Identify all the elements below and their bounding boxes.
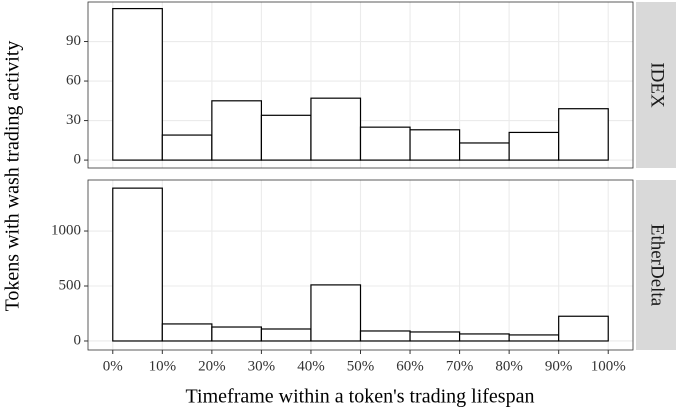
y-tick-label: 500: [59, 277, 82, 293]
bar: [458, 333, 510, 342]
facet-strip: [636, 180, 676, 350]
x-tick-label: 50%: [347, 358, 375, 374]
x-tick-label: 90%: [545, 358, 573, 374]
facet-strip: [636, 2, 676, 168]
bar: [260, 328, 312, 342]
x-tick-label: 30%: [248, 358, 276, 374]
x-tick-label: 70%: [446, 358, 474, 374]
bar: [260, 114, 312, 161]
y-axis-label: Tokens with wash trading activity: [2, 41, 24, 312]
x-tick-label: 60%: [396, 358, 424, 374]
x-tick-label: 40%: [297, 358, 325, 374]
bar: [211, 100, 263, 161]
x-tick-label: 0%: [103, 358, 123, 374]
bar: [409, 331, 461, 342]
y-tick-label: 60: [66, 72, 81, 88]
y-tick-label: 90: [66, 33, 81, 49]
bar: [112, 187, 163, 342]
bar: [508, 131, 560, 161]
x-tick-label: 10%: [149, 358, 177, 374]
bar: [310, 284, 362, 342]
bar: [508, 334, 560, 342]
y-tick-label: 30: [66, 112, 81, 128]
bar: [112, 7, 163, 161]
bar: [458, 142, 510, 161]
bar: [558, 315, 609, 342]
x-tick-label: 100%: [591, 358, 626, 374]
bar: [161, 323, 213, 342]
facet-label: IDEX: [647, 62, 668, 108]
y-tick-label: 0: [74, 152, 82, 168]
x-axis-label: Timeframe within a token's trading lifes…: [186, 386, 535, 408]
x-tick-label: 20%: [198, 358, 226, 374]
bar: [161, 134, 213, 161]
y-tick-label: 0: [74, 332, 82, 348]
bar: [409, 129, 461, 161]
bar: [558, 108, 609, 161]
facet-label: EtherDelta: [647, 224, 668, 307]
bar: [310, 97, 362, 161]
bar: [211, 326, 263, 342]
y-tick-label: 1000: [51, 222, 81, 238]
panel-border: [87, 1, 634, 169]
bar: [359, 126, 411, 161]
bar: [359, 330, 411, 342]
x-tick-label: 80%: [495, 358, 523, 374]
